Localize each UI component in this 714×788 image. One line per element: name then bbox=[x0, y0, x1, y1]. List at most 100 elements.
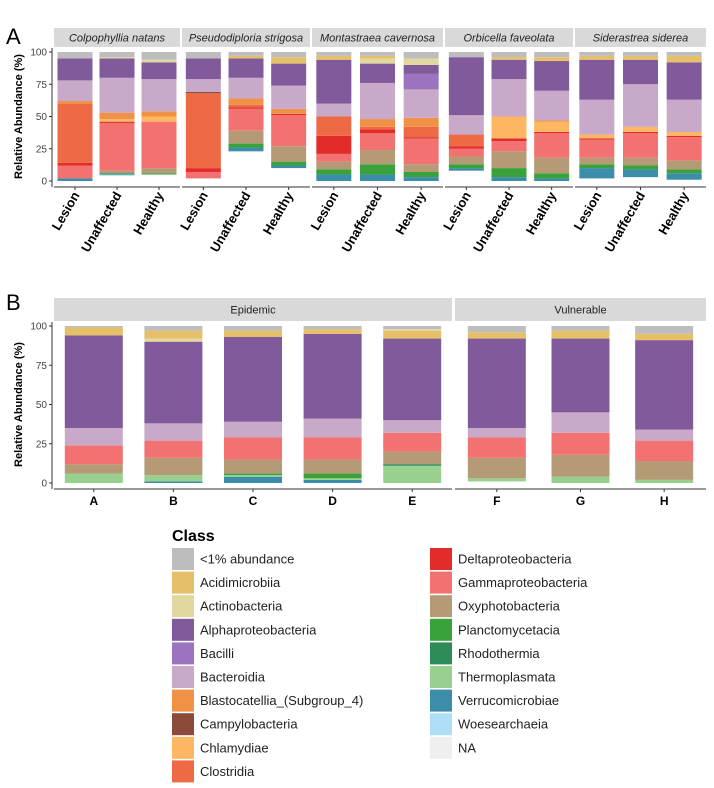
bar-segment bbox=[579, 99, 615, 135]
bar-segment bbox=[534, 52, 570, 58]
y-tick-label: 75 bbox=[36, 361, 48, 372]
panel-label: B bbox=[6, 290, 21, 315]
bar-segment bbox=[666, 169, 702, 174]
bar-segment bbox=[316, 161, 352, 170]
bar-segment bbox=[551, 326, 610, 331]
bar-segment bbox=[99, 119, 135, 122]
bar-segment bbox=[316, 116, 352, 136]
panel-A: A 0 25 50 75 100 Relative Abundance (%) Colpoph… bbox=[6, 24, 706, 255]
bar-segment bbox=[271, 85, 307, 109]
x-tick-label: Unaffected bbox=[602, 189, 649, 255]
bar-segment bbox=[99, 112, 135, 120]
legend-label: Gammaproteobacteria bbox=[458, 575, 588, 590]
bar-segment bbox=[64, 326, 123, 328]
bar-segment bbox=[467, 478, 526, 482]
facet-title: Orbicella faveolata bbox=[463, 33, 554, 45]
bar-segment bbox=[360, 52, 395, 56]
bar-segment bbox=[99, 52, 135, 58]
facet: Vulnerable F G H bbox=[455, 298, 706, 508]
legend-item: Planctomycetacia bbox=[430, 618, 561, 641]
bar-segment bbox=[141, 111, 177, 117]
facet-strip bbox=[312, 28, 443, 47]
bar-segment bbox=[448, 164, 484, 169]
y-tick-label: 50 bbox=[36, 112, 48, 123]
bar-segment bbox=[303, 326, 362, 330]
bar-segment bbox=[144, 423, 203, 441]
bar-segment bbox=[579, 52, 615, 56]
bar-segment bbox=[99, 174, 135, 176]
bar-segment bbox=[383, 326, 442, 330]
facet-strip bbox=[54, 28, 180, 47]
bar-segment bbox=[467, 457, 526, 479]
bar-segment bbox=[635, 440, 694, 462]
bar-segment bbox=[360, 119, 395, 127]
bar-segment bbox=[228, 52, 264, 56]
bar-segment bbox=[383, 338, 442, 421]
bar-segment bbox=[383, 330, 442, 339]
bar bbox=[666, 52, 702, 180]
bar-segment bbox=[579, 59, 615, 100]
bar bbox=[534, 52, 570, 181]
bar-segment bbox=[579, 138, 615, 140]
bar-segment bbox=[448, 52, 484, 58]
bar-segment bbox=[551, 412, 610, 433]
panel-B: B 0 25 50 75 100 Relative Abundance (%) Epidemi… bbox=[6, 290, 706, 508]
bar-segment bbox=[228, 77, 264, 99]
bar-segment bbox=[403, 164, 439, 172]
legend-swatch bbox=[172, 736, 194, 759]
bar-segment bbox=[144, 481, 203, 483]
bar-segment bbox=[99, 122, 135, 171]
bar-segment bbox=[579, 164, 615, 169]
x-tick-label: C bbox=[249, 494, 258, 508]
legend-item: <1% abundance bbox=[172, 548, 294, 570]
bar-segment bbox=[144, 440, 203, 458]
bar-segment bbox=[228, 55, 264, 59]
legend-swatch bbox=[430, 595, 452, 618]
bar-segment bbox=[467, 332, 526, 339]
bar-segment bbox=[623, 169, 658, 178]
bar-segment bbox=[623, 126, 658, 132]
bar-segment bbox=[57, 178, 93, 181]
bar-segment bbox=[271, 161, 307, 166]
bar-segment bbox=[57, 103, 93, 163]
bar-segment bbox=[271, 108, 307, 114]
bar bbox=[99, 52, 135, 176]
bar-segment bbox=[224, 421, 282, 438]
legend-label: Acidimicrobiia bbox=[200, 575, 281, 590]
legend-item: Clostridia bbox=[172, 760, 255, 783]
legend-label: Chlamydiae bbox=[200, 740, 269, 755]
bar-segment bbox=[228, 98, 264, 105]
bar-segment bbox=[448, 156, 484, 165]
bar-segment bbox=[316, 59, 352, 104]
legend-swatch bbox=[172, 618, 194, 641]
facet-title: Colpophyllia natans bbox=[69, 33, 166, 45]
legend-item: Blastocatellia_(Subgroup_4) bbox=[172, 689, 363, 712]
legend-swatch bbox=[430, 618, 452, 641]
bar-segment bbox=[534, 120, 570, 122]
bar-segment bbox=[57, 80, 93, 102]
bar-segment bbox=[623, 133, 658, 158]
legend-label: Campylobacteria bbox=[200, 717, 298, 732]
x-tick-label: Lesion bbox=[570, 189, 604, 233]
bar-segment bbox=[534, 57, 570, 62]
legend-label: Alphaproteobacteria bbox=[200, 622, 317, 637]
bar-segment bbox=[666, 62, 702, 100]
bar-segment bbox=[99, 173, 135, 175]
legend-item: Acidimicrobiia bbox=[172, 571, 281, 594]
bar-segment bbox=[491, 141, 527, 152]
bar-segment bbox=[64, 445, 123, 465]
bar-segment bbox=[534, 131, 570, 134]
bar-segment bbox=[491, 116, 527, 139]
bar-segment bbox=[228, 104, 264, 108]
bar-segment bbox=[534, 178, 570, 181]
bar-segment bbox=[185, 171, 221, 179]
bar-segment bbox=[467, 326, 526, 333]
bar-segment bbox=[360, 58, 395, 64]
bar-segment bbox=[360, 126, 395, 130]
bar-segment bbox=[185, 168, 221, 172]
panel-label: A bbox=[6, 24, 21, 49]
bar-segment bbox=[228, 130, 264, 144]
bar-segment bbox=[144, 457, 203, 476]
